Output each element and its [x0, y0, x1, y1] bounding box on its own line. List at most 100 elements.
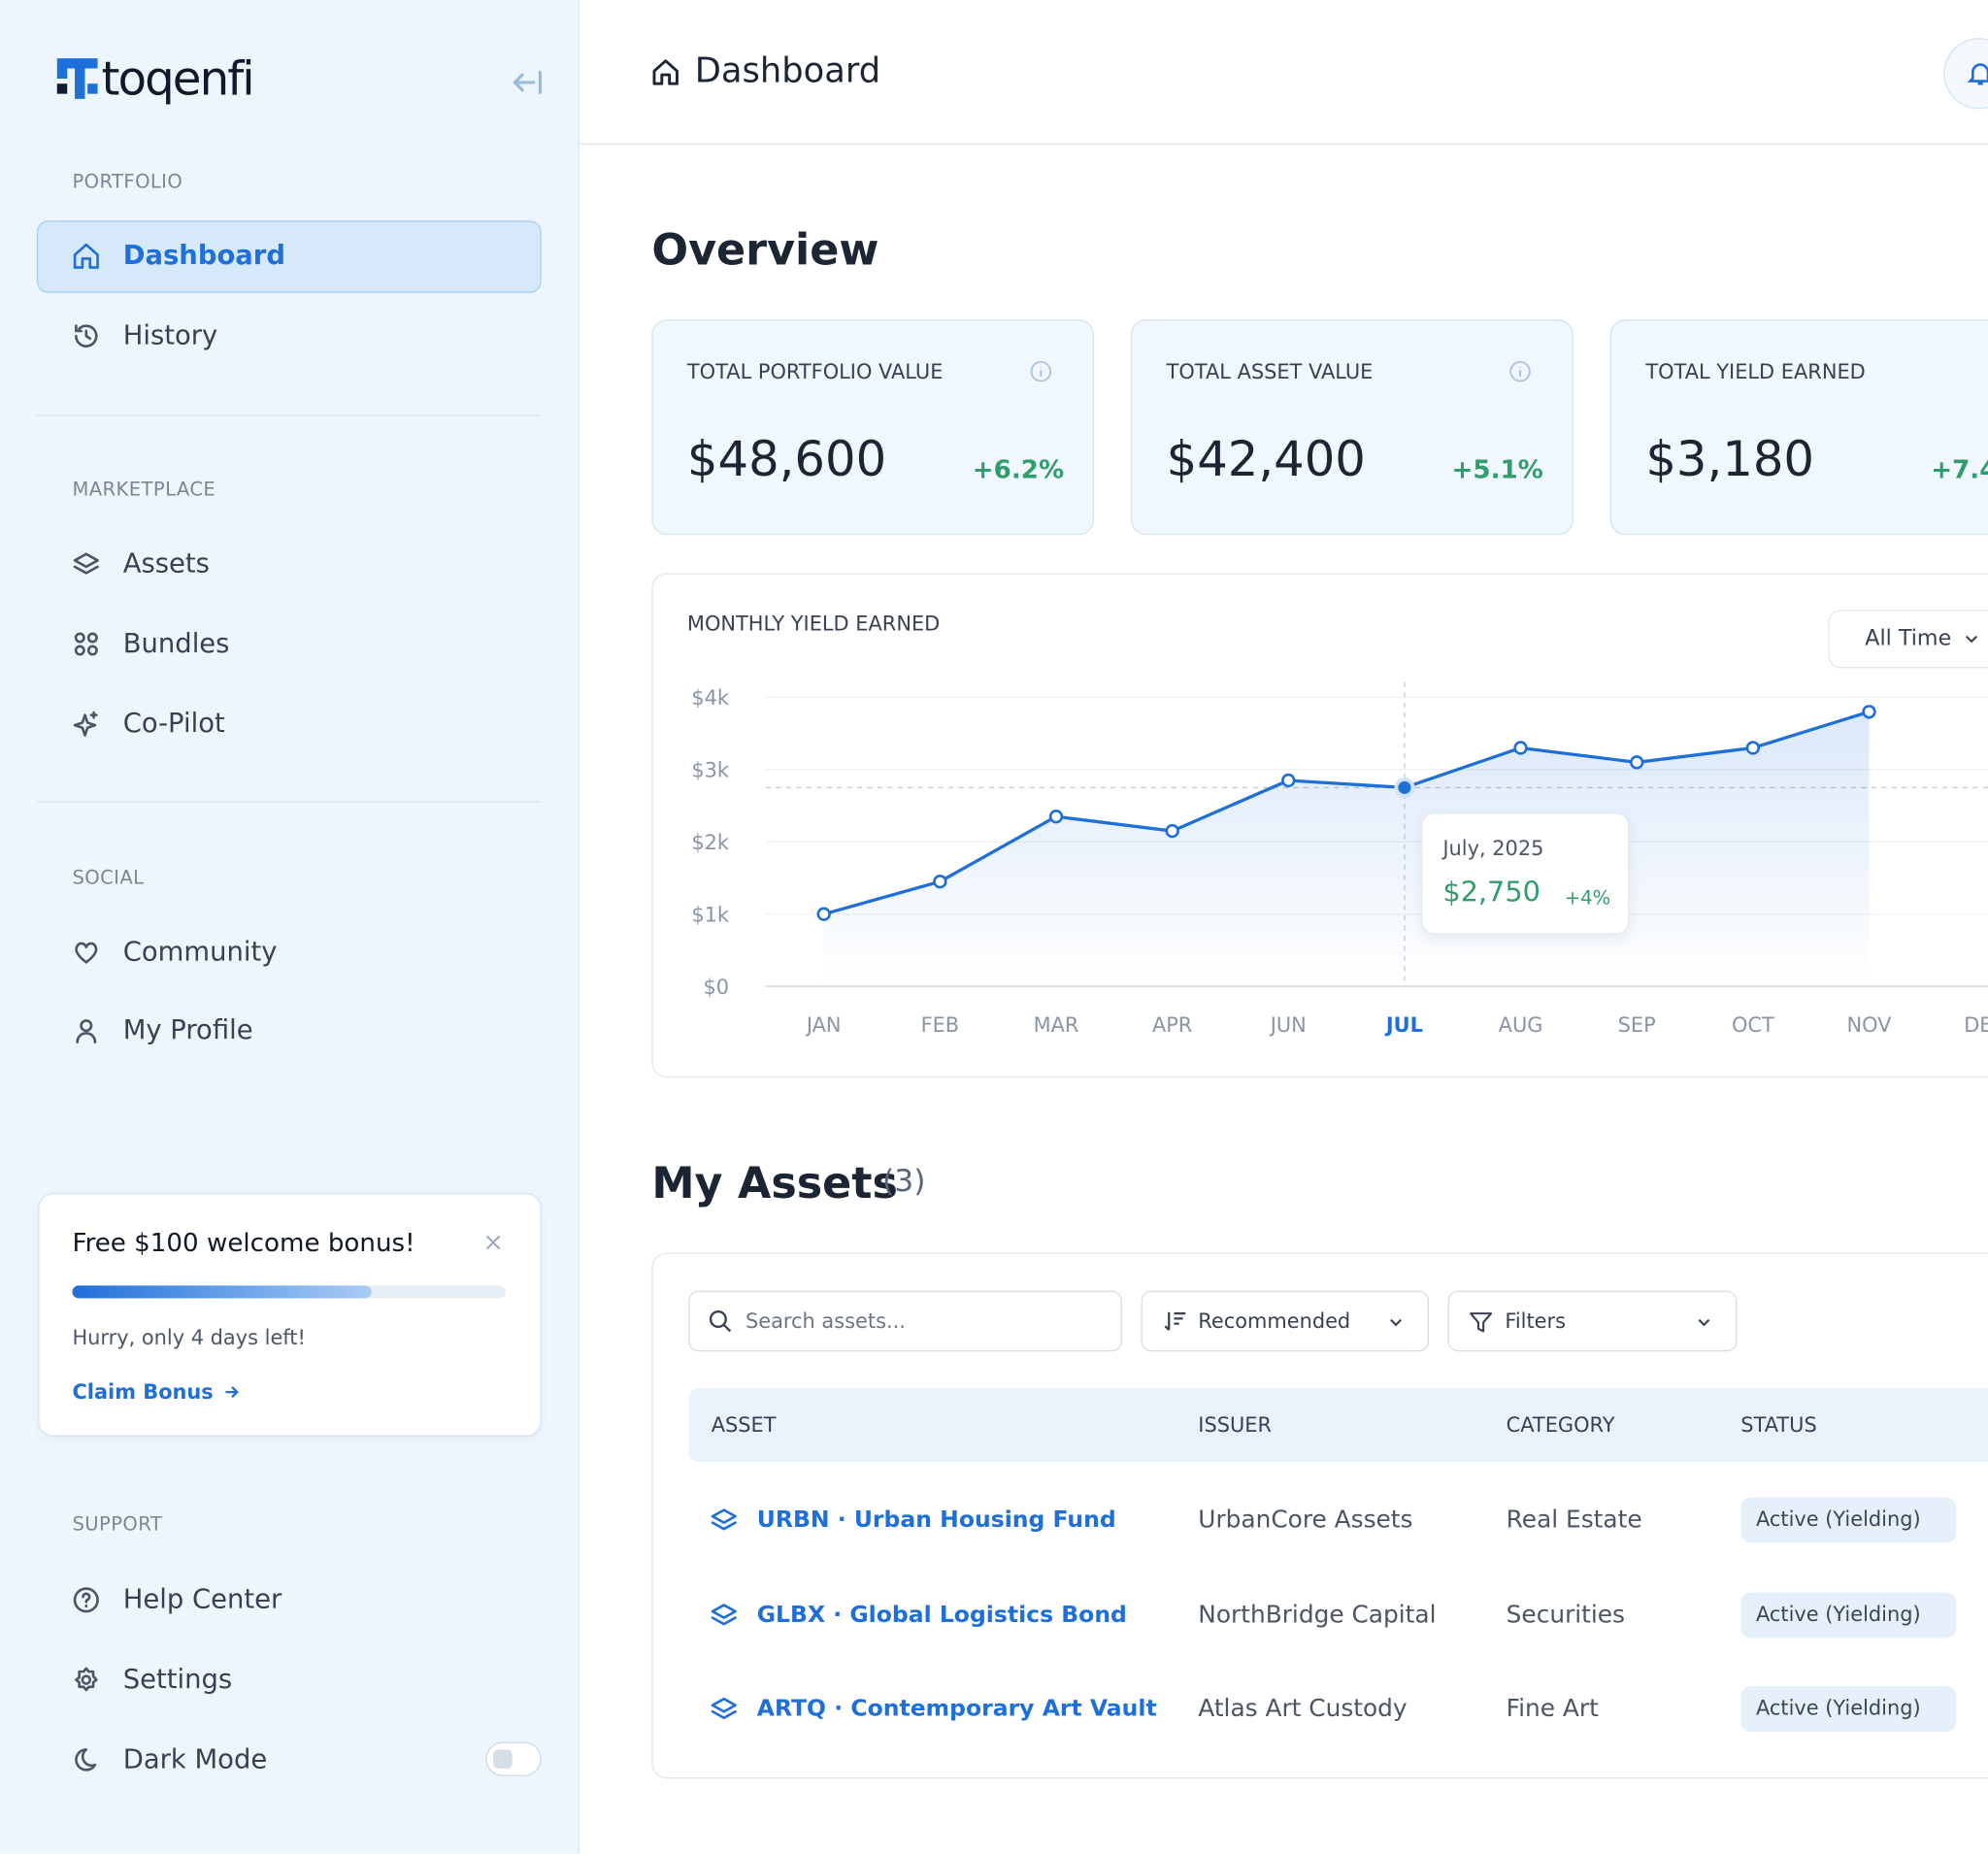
status-badge: Active (Yielding) [1740, 1591, 1957, 1638]
section-title: My Assets [651, 1158, 898, 1209]
column-header: ASSET [711, 1412, 777, 1438]
kpi-card: TOTAL PORTFOLIO VALUE $48,600 +6.2% [651, 319, 1095, 536]
category: Fine Art [1506, 1694, 1599, 1723]
icon [76, 1019, 97, 1043]
brand-logo [56, 58, 98, 99]
x-tick-label: APR [1152, 1013, 1192, 1037]
range-label: All Time [1865, 625, 1952, 652]
data-point [1048, 810, 1064, 824]
active-highlight [36, 220, 542, 293]
tooltip-change: +4% [1564, 885, 1611, 910]
search-placeholder: Search assets... [745, 1308, 906, 1334]
dark-mode-toggle[interactable] [485, 1741, 542, 1776]
collapse-button[interactable] [513, 69, 543, 97]
section-label: SUPPORT [72, 1512, 163, 1536]
data-point [1862, 705, 1876, 719]
sort-dropdown[interactable]: Recommended [1141, 1290, 1429, 1352]
sort-label: Recommended [1198, 1308, 1351, 1334]
brand-name: toqenfi [101, 51, 254, 107]
arrow-icon [225, 1386, 239, 1399]
toggle-knob [493, 1749, 513, 1770]
promo-note: Hurry, only 4 days left! [72, 1325, 306, 1350]
nav-item[interactable]: Help Center [122, 1583, 282, 1615]
data-point [1165, 823, 1179, 839]
y-tick-label: $4k [691, 686, 730, 710]
section-label: MARKETPLACE [72, 478, 216, 501]
claim-bonus[interactable]: Claim Bonus [72, 1379, 214, 1405]
icon [73, 1587, 99, 1613]
data-point [1630, 755, 1644, 770]
icon [73, 552, 99, 575]
icon [711, 1603, 737, 1625]
kpi-card: TOTAL ASSET VALUE $42,400 +5.1% [1131, 319, 1574, 536]
nav-item[interactable]: Assets [122, 547, 210, 579]
range-dropdown[interactable]: All Time [1828, 610, 1988, 669]
asset-link[interactable]: ARTQ · Contemporary Art Vault [756, 1695, 1157, 1722]
section-label: PORTFOLIO [72, 170, 183, 193]
nav-item[interactable]: Settings [122, 1664, 233, 1695]
asset-link[interactable]: URBN · Urban Housing Fund [756, 1506, 1116, 1534]
data-point [1513, 741, 1528, 755]
nav-item[interactable]: Dashboard [122, 240, 285, 271]
category: Securities [1506, 1600, 1625, 1629]
column-header: ISSUER [1198, 1412, 1272, 1438]
icon [75, 942, 98, 964]
kpi-label: TOTAL ASSET VALUE [1166, 359, 1374, 383]
kpi-value: $42,400 [1166, 431, 1366, 487]
category: Real Estate [1506, 1506, 1642, 1534]
data-point [933, 875, 947, 889]
x-tick-label: SEP [1618, 1013, 1656, 1037]
assets-card: Search assets... Recommended Filters ASS… [651, 1252, 1988, 1779]
close-button[interactable] [484, 1234, 502, 1251]
nav-item[interactable]: Dark Mode [122, 1743, 268, 1774]
info-icon [1509, 360, 1531, 382]
search-icon [709, 1310, 732, 1333]
icon [75, 1667, 98, 1692]
sidebar: toqenfi Free $100 welcome bonus! Hurry, … [0, 0, 580, 1854]
header-icon [652, 59, 679, 85]
status-text: Active (Yielding) [1755, 1506, 1921, 1532]
y-tick-label: $3k [691, 759, 730, 782]
nav-item[interactable]: History [122, 319, 218, 351]
x-tick-label: AUG [1499, 1013, 1543, 1037]
y-tick-label: $1k [691, 904, 730, 927]
column-header: CATEGORY [1506, 1412, 1615, 1438]
data-point [1281, 773, 1296, 788]
data-line [823, 710, 1870, 916]
header-title: Dashboard [694, 51, 881, 91]
nav-item[interactable]: Co-Pilot [122, 708, 225, 739]
nav-item[interactable]: Bundles [122, 628, 230, 659]
asset-link[interactable]: GLBX · Global Logistics Bond [756, 1601, 1127, 1628]
icon [711, 1508, 737, 1531]
issuer: NorthBridge Capital [1198, 1600, 1437, 1629]
kpi-label: TOTAL YIELD EARNED [1645, 359, 1866, 383]
nav-item[interactable]: Community [122, 936, 278, 967]
chevron [1390, 1318, 1403, 1327]
promo-title: Free $100 welcome bonus! [72, 1227, 415, 1258]
kpi-change: +5.1% [1451, 453, 1543, 484]
data-point [816, 907, 831, 921]
notifications-button[interactable] [1943, 38, 1988, 110]
sort-icon [1164, 1311, 1186, 1331]
kpi-label: TOTAL PORTFOLIO VALUE [686, 359, 944, 383]
filter-dropdown[interactable]: Filters [1447, 1290, 1738, 1352]
kpi-card: TOTAL YIELD EARNED $3,180 +7.4% [1609, 319, 1988, 536]
progress-track [72, 1285, 507, 1299]
search-input[interactable]: Search assets... [688, 1290, 1122, 1352]
status-badge: Active (Yielding) [1740, 1686, 1957, 1733]
divider [36, 414, 542, 416]
icon [75, 1748, 97, 1771]
chevron [1966, 635, 1977, 644]
y-tick-label: $0 [703, 976, 729, 999]
chevron [1698, 1318, 1710, 1327]
header-border [579, 143, 1988, 145]
line-chart: $0 $1k $2k $3k $4k JAN FEB MAR APR JUN JUL AUG SEP OC… [691, 681, 1988, 1037]
issuer: UrbanCore Assets [1198, 1506, 1413, 1534]
nav-item[interactable]: My Profile [122, 1014, 253, 1045]
info-icon [1030, 360, 1052, 382]
status-text: Active (Yielding) [1755, 1695, 1921, 1720]
x-tick-label: FEB [921, 1013, 960, 1037]
status-text: Active (Yielding) [1755, 1601, 1921, 1626]
